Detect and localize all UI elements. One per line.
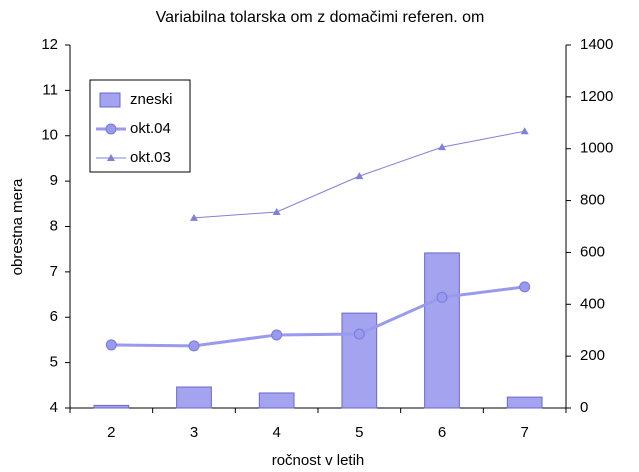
x-tick-label: 7 xyxy=(520,424,528,441)
y-tick-label: 6 xyxy=(50,308,58,325)
marker xyxy=(436,291,448,303)
marker xyxy=(519,281,531,293)
marker xyxy=(272,207,281,215)
bar xyxy=(93,404,130,409)
marker xyxy=(105,339,117,351)
x-tick-label: 2 xyxy=(107,424,115,441)
bar xyxy=(176,386,212,409)
x-tick-label: 3 xyxy=(190,424,198,441)
y-tick-label: 4 xyxy=(50,399,58,416)
y-tick-label: 11 xyxy=(42,81,58,98)
y-axis-label: obrestna mera xyxy=(9,178,26,275)
marker xyxy=(438,143,446,151)
y-tick-label: 5 xyxy=(50,354,58,371)
x-tick-label: 6 xyxy=(438,424,446,441)
line xyxy=(111,285,525,348)
legend-label: zneski xyxy=(130,91,173,108)
x-tick-label: 5 xyxy=(355,424,363,441)
marker xyxy=(520,127,529,135)
chart-title: Variabilna tolarska om z domačimi refere… xyxy=(156,9,485,26)
y2-tick-label: 800 xyxy=(580,192,605,209)
x-tick-label: 4 xyxy=(272,424,280,441)
y2-tick-label: 0 xyxy=(580,399,588,416)
legend-marker xyxy=(105,123,117,135)
y-tick-label: 10 xyxy=(41,127,58,144)
legend-label: okt.04 xyxy=(130,120,171,137)
y2-tick-label: 600 xyxy=(580,243,605,260)
y2-tick-label: 200 xyxy=(580,347,605,364)
legend-marker xyxy=(107,154,115,161)
y-tick-label: 9 xyxy=(50,172,58,189)
y-tick-label: 8 xyxy=(50,217,58,234)
y-tick-label: 7 xyxy=(50,263,58,280)
y2-tick-label: 400 xyxy=(580,295,605,312)
y2-tick-label: 1200 xyxy=(580,88,613,105)
marker xyxy=(353,328,365,340)
legend-swatch xyxy=(99,92,121,108)
x-axis-label: ročnost v letih xyxy=(272,452,365,469)
y2-tick-label: 1400 xyxy=(580,36,613,53)
bar xyxy=(506,396,543,409)
y2-tick-label: 1000 xyxy=(580,140,613,157)
legend-label: okt.03 xyxy=(130,149,171,166)
marker xyxy=(355,172,364,180)
bar xyxy=(424,252,460,409)
y-tick-label: 12 xyxy=(41,36,58,53)
marker xyxy=(190,213,198,221)
bar xyxy=(258,392,295,409)
marker xyxy=(188,340,200,352)
marker xyxy=(271,329,283,341)
